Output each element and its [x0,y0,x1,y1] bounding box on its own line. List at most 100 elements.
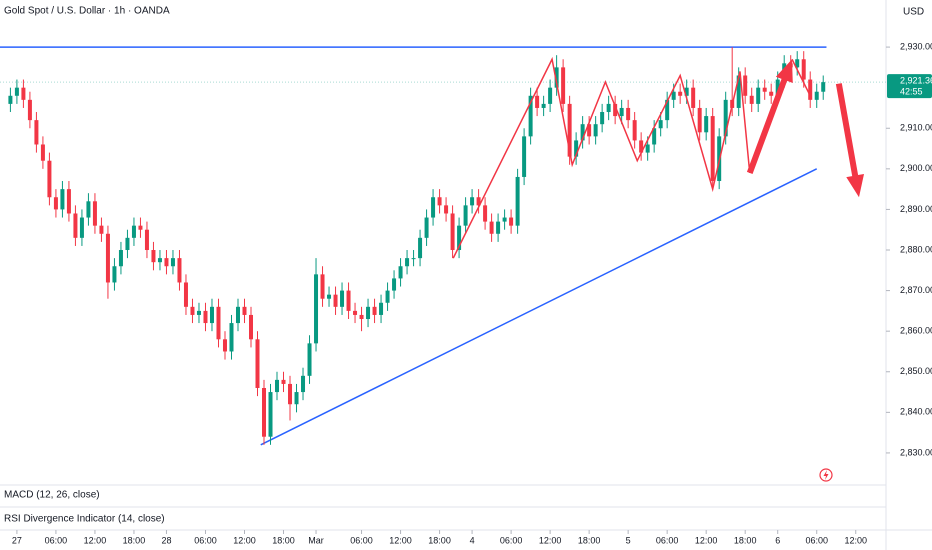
trend-line [260,168,818,446]
candle-body [775,79,780,96]
chart-title: Gold Spot / U.S. Dollar · 1h · OANDA [4,6,170,17]
candle-body [34,120,39,145]
x-tick-label: Mar [308,535,324,545]
candle-body [671,91,676,100]
candle-body [216,306,221,340]
candle-body [294,392,299,405]
candle-body [522,136,527,177]
candle-body [561,67,566,104]
candle-body [476,197,481,206]
y-tick-label: 2,860.000 [900,326,932,336]
x-tick-label: 06:00 [805,535,828,545]
candle-body [496,221,501,234]
candle-body [209,306,214,324]
candle-body [248,314,253,340]
candle-body [262,388,267,437]
x-tick-label: 06:00 [45,535,68,545]
candle-body [281,379,286,384]
candle-body [489,221,494,234]
candle-body [600,112,605,125]
candle-body [60,189,65,210]
arrow [746,59,793,174]
candle-body [73,213,78,238]
countdown: 42:55 [900,87,923,97]
candle-body [203,310,208,324]
y-tick-label: 2,930.000 [900,41,932,51]
candle-body [353,310,358,315]
candle-body [567,103,572,157]
x-tick-label: 4 [470,535,475,545]
candle-body [164,258,169,267]
candle-body [47,160,52,198]
candle-body [437,197,442,206]
candle-body [359,314,364,320]
x-tick-label: 12:00 [844,535,867,545]
candle-body [14,87,19,96]
x-tick-label: 5 [626,535,631,545]
candle-body [398,266,403,279]
candle-body [632,120,637,141]
candle-body [405,258,410,267]
alert-icon[interactable] [819,468,833,482]
arrow [835,83,865,198]
x-tick-label: 06:00 [194,535,217,545]
candle-body [21,87,26,100]
x-tick-label: 06:00 [500,535,523,545]
candle-body [528,95,533,137]
candle-body [27,99,32,121]
y-tick-label: 2,850.000 [900,366,932,376]
candle-body [307,343,312,376]
y-tick-label: 2,880.000 [900,244,932,254]
candle-body [112,266,117,283]
x-tick-label: 18:00 [272,535,295,545]
candle-body [125,237,130,251]
candle-body [288,383,293,405]
last-price-label: 2,921.360 [900,76,932,86]
candle-body [235,306,240,324]
candle-body [704,116,709,133]
candle-body [619,107,624,117]
x-tick-label: 12:00 [695,535,718,545]
candle-body [626,107,631,121]
candle-body [554,67,559,88]
candle-body [606,103,611,113]
currency[interactable]: USD [903,7,924,18]
candle-body [463,205,468,226]
x-tick-label: 18:00 [578,535,601,545]
candle-body [684,87,689,96]
candle-body [138,225,143,230]
candle-body [385,290,390,303]
indicator-label[interactable]: RSI Divergence Indicator (14, close) [4,514,165,525]
candle-body [808,79,813,100]
candle-body [411,258,416,260]
candle-body [548,87,553,104]
candle-body [333,294,338,307]
x-tick-label: 12:00 [84,535,107,545]
candle-body [366,306,371,320]
x-tick-label: 06:00 [656,535,679,545]
candle-body [275,379,280,393]
candle-body [99,225,104,234]
candle-body [118,250,123,267]
candle-body [535,95,540,108]
candle-body [379,302,384,315]
candle-body [756,87,761,104]
candle-body [470,197,475,206]
candle-body [144,229,149,251]
indicator-label[interactable]: MACD (12, 26, close) [4,490,100,501]
candle-body [79,217,84,238]
candle-body [639,140,644,153]
candle-body [131,225,136,238]
x-tick-label: 18:00 [123,535,146,545]
candle-body [769,91,774,96]
candle-body [320,274,325,299]
candle-body [86,201,91,218]
x-tick-label: 12:00 [233,535,256,545]
candle-body [541,103,546,108]
candle-body [645,144,650,153]
y-tick-label: 2,840.000 [900,407,932,417]
y-tick-label: 2,900.000 [900,163,932,173]
candle-body [196,310,201,315]
candle-body [723,99,728,137]
